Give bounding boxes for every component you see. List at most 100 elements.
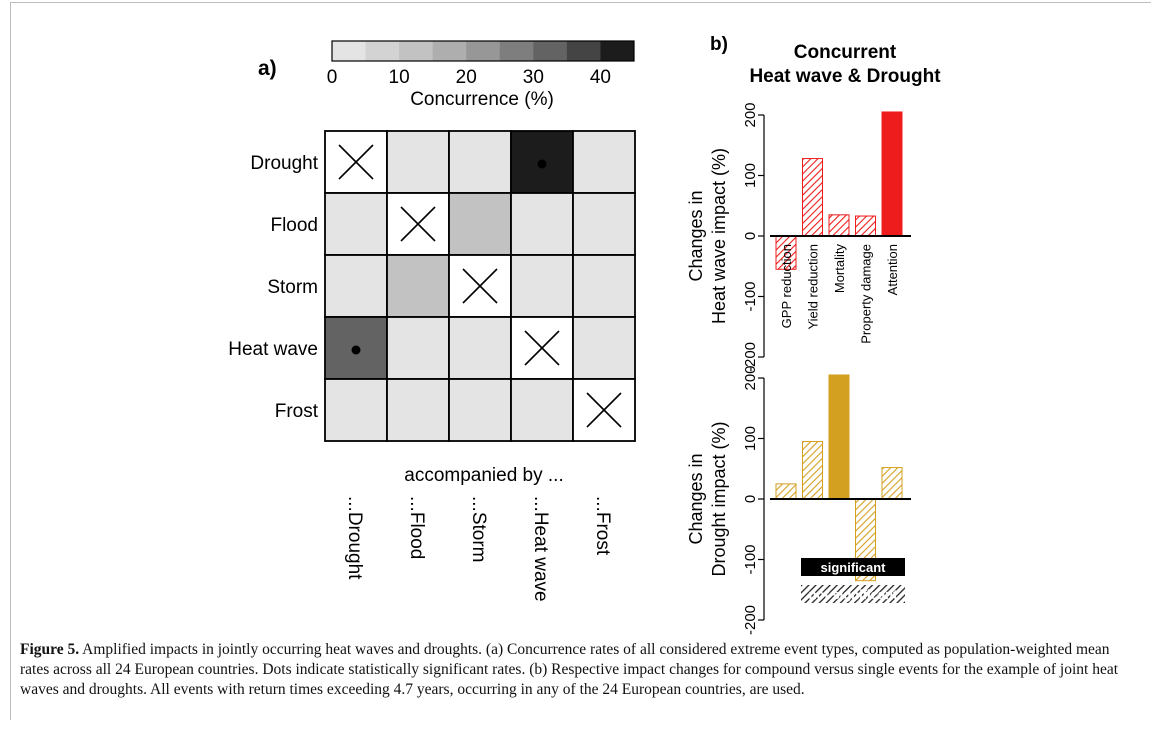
colorbar-tick-label: 20 [456,67,477,88]
heatmap-cell [448,130,512,194]
heatmap-row-label: Flood [270,215,318,236]
heatmap-cell [324,378,388,442]
colorbar-step [365,41,400,61]
significance-dot [537,159,547,169]
colorbar-ticks: 0 10 20 30 40 [327,67,611,88]
heatmap-cell [386,316,450,380]
impact-bar [881,467,903,500]
y-axis-label-line1: Changes in [686,453,706,544]
category-label: Yield reduction [806,244,821,330]
impact-bar [775,483,797,500]
caption-label: Figure 5. [20,641,80,658]
diagonal-cross-mark [400,206,436,242]
colorbar-step [566,41,601,61]
heatmap-cell [386,254,450,318]
column-axis-title: accompanied by ... [404,465,563,486]
heatmap-cell [572,254,636,318]
heatmap-cell [448,192,512,256]
heatmap-cell [448,378,512,442]
heatmap-row-label: Heat wave [228,339,318,360]
colorbar-step [466,41,501,61]
impact-bar [828,374,850,500]
heatmap-column-label: ...Flood [406,496,427,559]
y-tick-label: -100 [742,544,759,574]
y-tick-label: 200 [742,102,759,127]
drought-impact-chart: -200 -100 0 100 200 Changes in Drought impact … [686,365,911,635]
heatmap-column-label: ...Heat wave [530,496,551,602]
legend-not-significant-swatch [801,585,905,603]
heatmap-row-labels: Drought Flood Storm Heat wave Frost [228,153,319,422]
heatmap-column-label: ...Drought [344,496,365,580]
colorbar-step [499,41,534,61]
heatmap-cell [448,316,512,380]
colorbar-tick-label: 0 [327,67,338,88]
heatmap-column-labels: ...Drought ...Flood ...Storm ...Heat wave..… [344,496,613,602]
colorbar-tick-label: 40 [590,67,611,88]
category-label: GPP reduction [779,244,794,328]
heatmap-row-label: Storm [267,277,318,298]
panel-b-label: b) [710,34,728,55]
panel-b-title-line1: Concurrent [794,42,897,63]
y-tick-label: 0 [742,232,759,240]
colorbar-tick-label: 10 [389,67,410,88]
category-label: Mortality [832,244,847,294]
heatmap-cell [510,192,574,256]
y-tick-label: -200 [742,342,759,372]
y-axis-label-line2: Heat wave impact (%) [709,148,729,324]
colorbar-step [533,41,568,61]
y-tick-label: 100 [742,426,759,451]
colorbar-step [600,41,635,61]
y-tick-label: -200 [742,605,759,635]
panel-a-label: a) [258,57,277,80]
figure-caption: Figure 5. Amplified impacts in jointly o… [20,640,1140,700]
heatmap-row-label: Frost [275,401,319,422]
heatmap [324,130,636,442]
colorbar-step [432,41,467,61]
significance-dot [351,345,361,355]
impact-bar [855,215,876,237]
heatmap-cell [572,192,636,256]
panel-b-title-line2: Heat wave & Drought [749,66,941,87]
diagonal-cross-mark [338,144,374,180]
impact-bar [802,158,823,237]
heat-wave-impact-chart: -200 -100 0 100 200 Changes in Heat wave impac… [686,102,911,372]
figure-graphics: a) 0 10 20 30 40 Concurrence (%) Drought Floo… [228,34,941,635]
diagonal-cross-mark [524,330,560,366]
heatmap-cell [386,378,450,442]
legend-not-significant-label: not significant [809,587,899,602]
heatmap-column-label: ...Storm [468,496,489,563]
frame-border-top [10,2,1151,3]
heatmap-cell [510,378,574,442]
colorbar-tick-label: 30 [523,67,544,88]
y-axis-label-line1: Changes in [686,190,706,281]
y-tick-label: -100 [742,281,759,311]
impact-bar [881,111,903,237]
colorbar-outline [331,40,635,62]
category-label: Property damage [859,244,874,344]
heatmap-cell [386,192,450,256]
heatmap-cell [386,130,450,194]
y-tick-label: 100 [742,163,759,188]
heatmap-cell [572,316,636,380]
legend-significant-swatch [801,558,905,576]
colorbar [331,40,635,62]
frame-border-left [10,2,11,720]
impact-bar [828,214,850,237]
heatmap-cell [324,254,388,318]
heatmap-cell [510,254,574,318]
heatmap-column-label: ...Frost [592,496,613,556]
caption-text: Amplified impacts in jointly occurring h… [20,641,1119,698]
colorbar-label: Concurrence (%) [410,89,554,110]
heatmap-cell [324,192,388,256]
heatmap-cell [572,130,636,194]
colorbar-step [332,41,367,61]
y-axis-label-line2: Drought impact (%) [709,421,729,576]
y-tick-label: 0 [742,495,759,503]
diagonal-cross-mark [586,392,622,428]
colorbar-step [399,41,434,61]
diagonal-cross-mark [462,268,498,304]
y-tick-label: 200 [742,365,759,390]
legend-significant-label: significant [820,560,886,575]
heatmap-row-label: Drought [250,153,318,174]
